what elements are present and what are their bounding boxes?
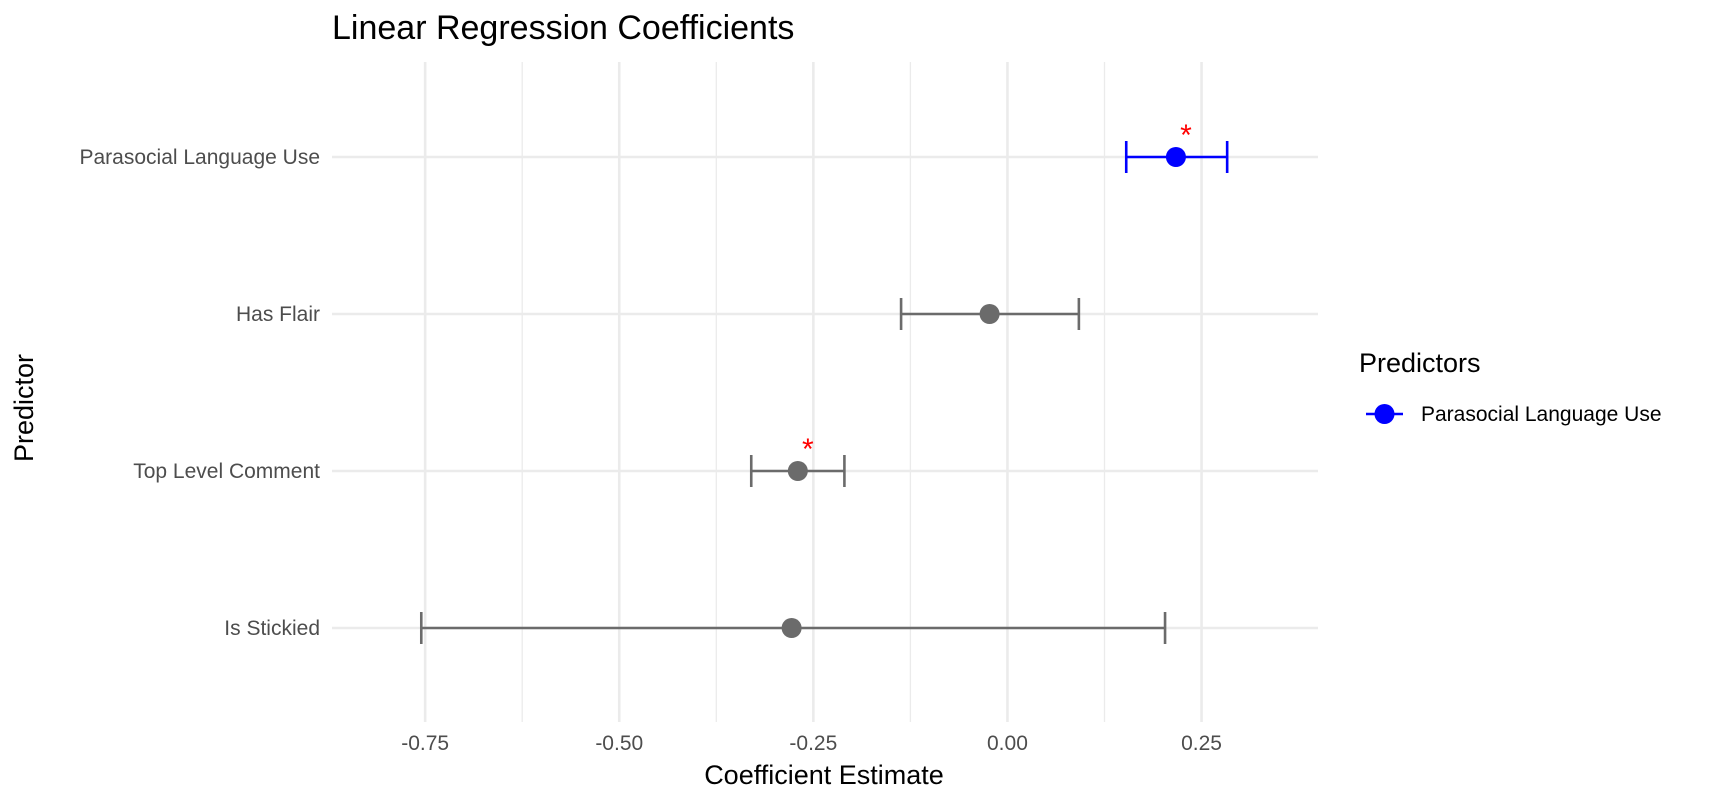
coefficient-mark [899,298,1081,330]
legend-label: Parasocial Language Use [1421,403,1662,426]
legend-entries: Parasocial Language Use [1366,403,1662,426]
x-tick-label: -0.25 [789,732,837,755]
coefficient-marks: ** [419,119,1229,644]
y-tick-label: Is Stickied [224,617,320,640]
legend-key-point [1374,404,1395,424]
x-tick-label: 0.00 [987,732,1028,755]
y-tick-label: Has Flair [236,303,320,326]
y-tick-label: Parasocial Language Use [80,146,321,169]
plot-area: Parasocial Language Use Has Flair Top Leve… [80,62,1318,755]
significance-star: * [1180,119,1192,152]
legend: Predictors Parasocial Language Use [1359,348,1662,426]
x-tick-label: -0.75 [401,732,449,755]
chart-title: Linear Regression Coefficients [332,9,794,47]
legend-entry: Parasocial Language Use [1366,403,1662,426]
estimate-point [1165,147,1186,167]
y-tick-label: Top Level Comment [133,460,320,483]
estimate-point [979,304,1000,324]
y-axis-title: Predictor [9,354,39,462]
estimate-point [781,618,802,638]
x-tick-label: 0.25 [1181,732,1222,755]
coefficient-mark: * [1124,119,1229,173]
coefficient-mark: * [749,433,846,487]
estimate-point [787,461,808,481]
x-axis-title: Coefficient Estimate [704,760,944,790]
significance-star: * [802,433,814,466]
legend-title: Predictors [1359,348,1481,378]
y-tick-labels: Parasocial Language Use Has Flair Top Leve… [80,146,321,640]
x-tick-labels: -0.75 -0.50 -0.25 0.00 0.25 [401,732,1222,755]
coefficient-mark [419,612,1167,644]
x-tick-label: -0.50 [595,732,643,755]
